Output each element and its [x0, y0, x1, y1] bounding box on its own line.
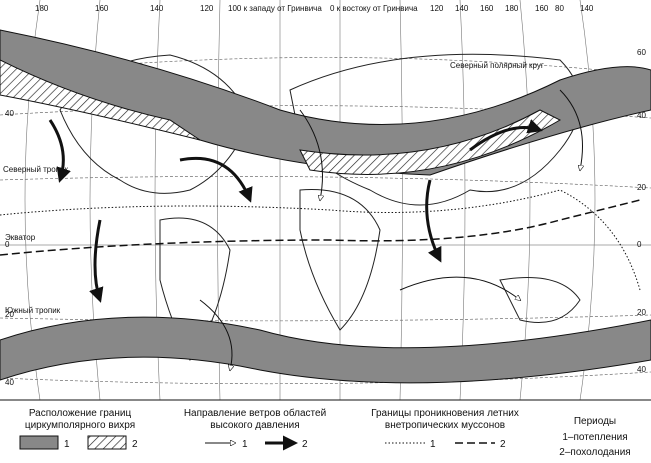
latitude-label: 40	[5, 109, 14, 118]
line-label: Северный тропик	[3, 165, 69, 174]
longitude-label: 180	[35, 4, 49, 13]
latitude-label: 20	[637, 308, 646, 317]
legend-title: Направление ветров областей высокого давл…	[184, 407, 326, 431]
legend-label: 1	[430, 439, 436, 450]
latitude-label: 60	[637, 48, 646, 57]
line-label: Южный тропик	[5, 306, 61, 315]
wind-arrows	[48, 89, 583, 370]
longitude-label: 140	[455, 4, 469, 13]
longitude-label: 120	[430, 4, 444, 13]
longitude-label: 160	[535, 4, 549, 13]
longitude-label: 140	[150, 4, 164, 13]
latitude-label: 0	[637, 240, 642, 249]
latitude-label: 20	[5, 310, 14, 319]
longitude-label: 140	[580, 4, 594, 13]
line-label: Экватор	[5, 233, 36, 242]
longitude-label: 180	[505, 4, 519, 13]
latitude-label: 40	[637, 111, 646, 120]
legend-title: Периоды	[574, 416, 616, 427]
latitude-label: 0	[5, 240, 10, 249]
legend-title: Расположение границ циркумполярного вихря	[25, 408, 135, 431]
legend-label: 1–потепления	[562, 432, 627, 443]
latitude-label: 40	[637, 365, 646, 374]
legend-title: Границы проникновения летних внетропическ…	[371, 408, 519, 431]
longitude-label: 160	[480, 4, 494, 13]
longitude-label: 0 к востоку от Гринвича	[330, 4, 418, 13]
legend-label: 2	[132, 439, 138, 450]
longitude-label: 100 к западу от Гринвича	[228, 4, 322, 13]
legend-label: 1	[64, 439, 70, 450]
legend-label: 2	[302, 439, 308, 450]
latitude-label: 40	[5, 378, 14, 387]
longitude-label: 120	[200, 4, 214, 13]
longitude-label: 80	[555, 4, 564, 13]
line-label: Северный полярный круг	[450, 61, 544, 70]
monsoon-lines	[0, 189, 641, 291]
legend-swatch	[19, 435, 59, 450]
legend-label: 1	[242, 439, 248, 450]
legend	[19, 435, 495, 451]
longitude-label: 160	[95, 4, 109, 13]
legend-swatch	[87, 435, 127, 450]
latitude-label: 20	[637, 183, 646, 192]
legend-label: 2–похолодания	[559, 447, 630, 458]
legend-label: 2	[500, 439, 506, 450]
